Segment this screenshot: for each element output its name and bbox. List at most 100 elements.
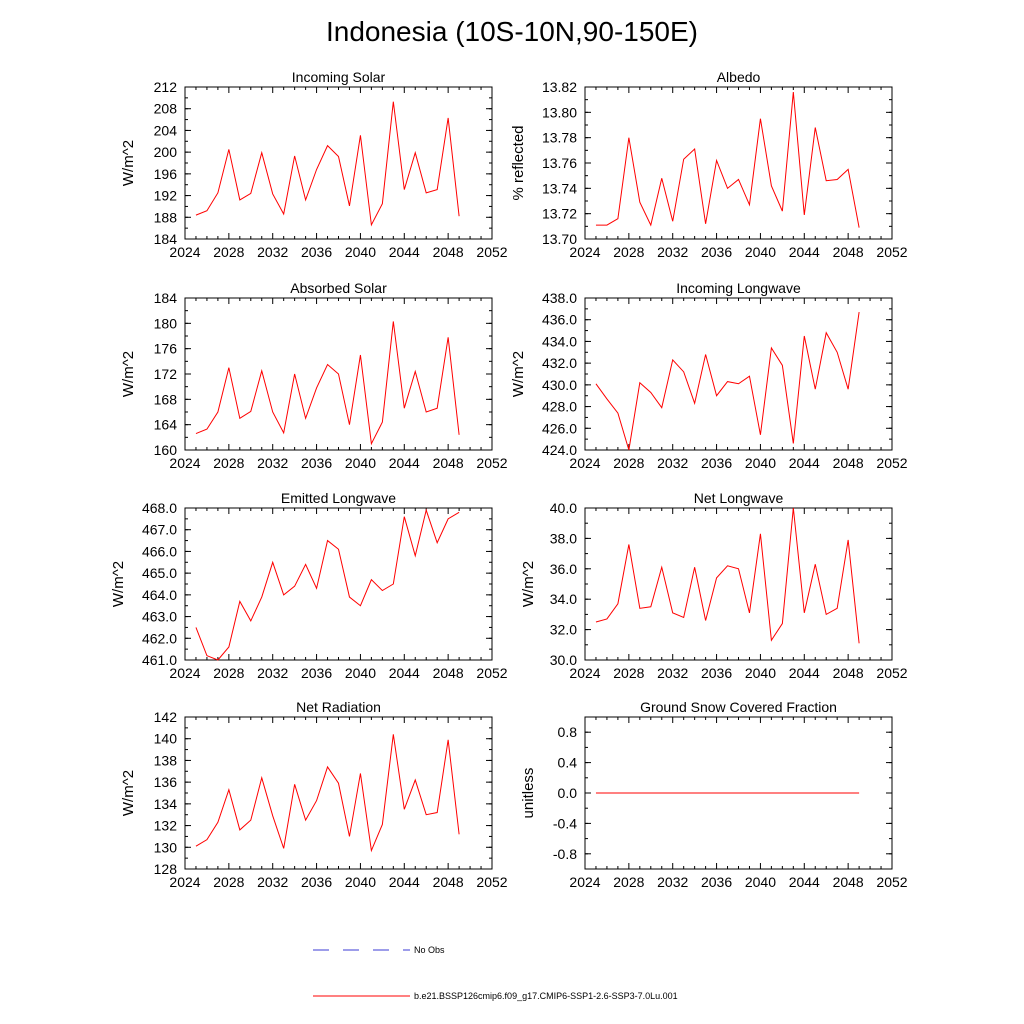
absorbed-solar-point xyxy=(316,387,317,388)
absorbed-solar-point xyxy=(448,337,449,338)
emitted-longwave-ytick-label: 462.0 xyxy=(142,630,177,646)
ground-snow-covered-fraction-ylabel: unitless xyxy=(520,768,537,819)
emitted-longwave-xtick-label: 2052 xyxy=(476,665,507,681)
albedo-series-line xyxy=(595,92,860,228)
net-longwave-point xyxy=(826,614,827,615)
absorbed-solar-point xyxy=(327,364,328,365)
incoming-longwave-xtick-label: 2036 xyxy=(701,455,732,471)
incoming-longwave-xtick-label: 2028 xyxy=(613,455,644,471)
incoming-solar-ytick-label: 204 xyxy=(154,122,178,138)
net-radiation-point xyxy=(393,734,394,735)
incoming-longwave-ylabel: W/m^2 xyxy=(510,351,527,397)
emitted-longwave-point xyxy=(250,620,251,621)
incoming-solar-point xyxy=(338,156,339,157)
incoming-longwave-point xyxy=(793,443,794,444)
albedo-point xyxy=(639,202,640,203)
emitted-longwave-xtick-label: 2024 xyxy=(169,665,200,681)
albedo-ylabel: % reflected xyxy=(510,125,527,200)
net-longwave-point xyxy=(771,640,772,641)
incoming-solar-point xyxy=(426,192,427,193)
absorbed-solar-ytick-label: 176 xyxy=(154,341,178,357)
incoming-longwave-title: Incoming Longwave xyxy=(676,280,801,296)
ground-snow-covered-fraction-ytick-label: 0.8 xyxy=(558,724,578,740)
incoming-solar-xtick-label: 2036 xyxy=(301,244,332,260)
emitted-longwave-point xyxy=(327,540,328,541)
emitted-longwave-point xyxy=(283,594,284,595)
net-longwave-point xyxy=(617,603,618,604)
net-longwave-point xyxy=(606,618,607,619)
incoming-solar-point xyxy=(217,192,218,193)
incoming-longwave-point xyxy=(705,354,706,355)
emitted-longwave-ytick-label: 468.0 xyxy=(142,500,177,516)
emitted-longwave-point xyxy=(404,516,405,517)
albedo-xtick-label: 2048 xyxy=(833,244,864,260)
net-radiation-xtick-label: 2036 xyxy=(301,874,332,890)
absorbed-solar-xtick-label: 2028 xyxy=(213,455,244,471)
albedo-point xyxy=(815,127,816,128)
absorbed-solar-point xyxy=(261,370,262,371)
net-longwave-point xyxy=(782,623,783,624)
absorbed-solar-xtick-label: 2048 xyxy=(433,455,464,471)
incoming-solar-point xyxy=(239,199,240,200)
albedo-point xyxy=(749,204,750,205)
emitted-longwave-xtick-label: 2032 xyxy=(257,665,288,681)
net-longwave-series-line xyxy=(595,507,860,644)
albedo-point xyxy=(661,178,662,179)
albedo-xtick-label: 2044 xyxy=(789,244,820,260)
incoming-longwave-ytick-label: 436.0 xyxy=(542,312,577,328)
incoming-solar-point xyxy=(327,145,328,146)
net-radiation-point xyxy=(261,777,262,778)
emitted-longwave-ytick-label: 467.0 xyxy=(142,522,177,538)
net-radiation-point xyxy=(294,784,295,785)
incoming-solar-point xyxy=(448,117,449,118)
net-radiation-ytick-label: 130 xyxy=(154,839,178,855)
albedo-point xyxy=(650,224,651,225)
absorbed-solar-point xyxy=(415,371,416,372)
incoming-longwave-point xyxy=(694,403,695,404)
net-radiation-xtick-label: 2048 xyxy=(433,874,464,890)
incoming-longwave-xtick-label: 2052 xyxy=(876,455,907,471)
absorbed-solar-point xyxy=(393,321,394,322)
net-radiation-title: Net Radiation xyxy=(296,699,381,715)
albedo-ytick-label: 13.70 xyxy=(542,231,577,247)
absorbed-solar-ytick-label: 164 xyxy=(154,417,178,433)
incoming-solar-point xyxy=(360,135,361,136)
absorbed-solar-point xyxy=(195,433,196,434)
albedo-point xyxy=(727,188,728,189)
albedo-ytick-label: 13.82 xyxy=(542,79,577,95)
incoming-solar-point xyxy=(437,189,438,190)
net-longwave-ylabel: W/m^2 xyxy=(520,561,537,607)
emitted-longwave-point xyxy=(217,659,218,660)
ground-snow-covered-fraction-xtick-label: 2048 xyxy=(833,874,864,890)
net-radiation-point xyxy=(404,809,405,810)
net-radiation-point xyxy=(206,839,207,840)
net-radiation-point xyxy=(415,779,416,780)
net-longwave-xtick-label: 2044 xyxy=(789,665,820,681)
emitted-longwave-xtick-label: 2036 xyxy=(301,665,332,681)
net-longwave-point xyxy=(628,544,629,545)
emitted-longwave-point xyxy=(272,562,273,563)
absorbed-solar-ytick-label: 160 xyxy=(154,442,178,458)
ground-snow-covered-fraction-point xyxy=(859,792,860,793)
incoming-longwave-point xyxy=(661,407,662,408)
absorbed-solar-xtick-label: 2024 xyxy=(169,455,200,471)
incoming-solar-xtick-label: 2048 xyxy=(433,244,464,260)
emitted-longwave-xtick-label: 2040 xyxy=(345,665,376,681)
legend-label-model: b.e21.BSSP126cmip6.f09_g17.CMIP6-SSP1-2.… xyxy=(414,991,678,1001)
albedo-point xyxy=(848,169,849,170)
albedo-ytick-label: 13.76 xyxy=(542,155,577,171)
net-longwave-point xyxy=(738,568,739,569)
absorbed-solar-point xyxy=(459,434,460,435)
incoming-longwave-point xyxy=(727,381,728,382)
incoming-solar-title: Incoming Solar xyxy=(292,69,386,85)
emitted-longwave-point xyxy=(349,596,350,597)
incoming-longwave-point xyxy=(859,312,860,313)
net-longwave-point xyxy=(705,620,706,621)
absorbed-solar-point xyxy=(360,354,361,355)
net-radiation-xtick-label: 2052 xyxy=(476,874,507,890)
panel-ground-snow-covered-fraction: Ground Snow Covered Fraction 2024 2028 2032… xyxy=(520,699,908,890)
albedo-point xyxy=(628,137,629,138)
net-radiation-point xyxy=(283,848,284,849)
incoming-longwave-xtick-label: 2048 xyxy=(833,455,864,471)
panel-emitted-longwave: Emitted Longwave 2024 2028 2032 2036 2040 2044… xyxy=(110,490,508,681)
